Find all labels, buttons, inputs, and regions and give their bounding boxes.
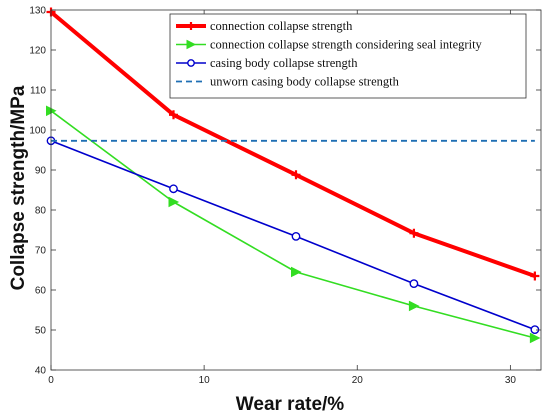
x-tick-label-3: 30: [505, 375, 517, 386]
series-1: [46, 105, 541, 344]
axes-layer: [50, 9, 542, 371]
data-point-2-2: [291, 231, 301, 241]
data-point-1-3: [408, 300, 420, 312]
legend-marker-0: [187, 22, 195, 30]
x-tick-label-0: 0: [48, 375, 54, 386]
y-tick-label-2: 60: [35, 286, 47, 297]
legend-marker-2: [187, 59, 195, 67]
y-tick-label-4: 80: [35, 206, 47, 217]
ticks-layer: 0 10 20 30 40 50 60 70 80 90 100 110 120 130: [29, 6, 541, 386]
y-tick-label-9: 130: [29, 6, 46, 17]
data-point-2-1: [169, 184, 178, 194]
plot-frame: [50, 9, 542, 371]
legend-box: [169, 13, 527, 99]
legend-label-3: unworn casing body collapse strength: [210, 75, 400, 89]
x-tick-label-2: 20: [352, 375, 364, 386]
data-point-2-3: [409, 279, 419, 288]
x-tick-label-1: 10: [199, 375, 211, 386]
series-0: [46, 7, 540, 281]
data-point-0-4: [530, 271, 540, 281]
y-tick-label-6: 100: [29, 126, 46, 137]
legend-label-1: connection collapse strength considering…: [210, 38, 483, 52]
legend-marker-1: [186, 39, 197, 50]
data-point-0-2: [291, 170, 301, 180]
y-tick-label-5: 90: [35, 166, 47, 177]
y-axis-title: Collapse strength/MPa: [8, 85, 29, 290]
x-axis-title: Wear rate/%: [236, 394, 345, 415]
data-point-0-3: [409, 228, 419, 238]
data-point-2-4: [530, 325, 540, 334]
legend: connection collapse strength connection c…: [169, 13, 527, 99]
data-point-0-1: [169, 110, 178, 120]
y-tick-label-0: 40: [35, 366, 47, 377]
y-tick-label-3: 70: [35, 246, 47, 257]
series-layer: [46, 7, 541, 344]
y-tick-label-1: 50: [35, 326, 47, 337]
data-point-1-1: [168, 196, 180, 208]
y-tick-label-7: 110: [30, 86, 46, 97]
legend-label-2: casing body collapse strength: [210, 56, 358, 70]
legend-label-0: connection collapse strength: [210, 19, 353, 33]
y-tick-label-8: 120: [29, 46, 46, 57]
data-point-1-4: [529, 332, 541, 344]
data-point-1-2: [291, 266, 302, 278]
